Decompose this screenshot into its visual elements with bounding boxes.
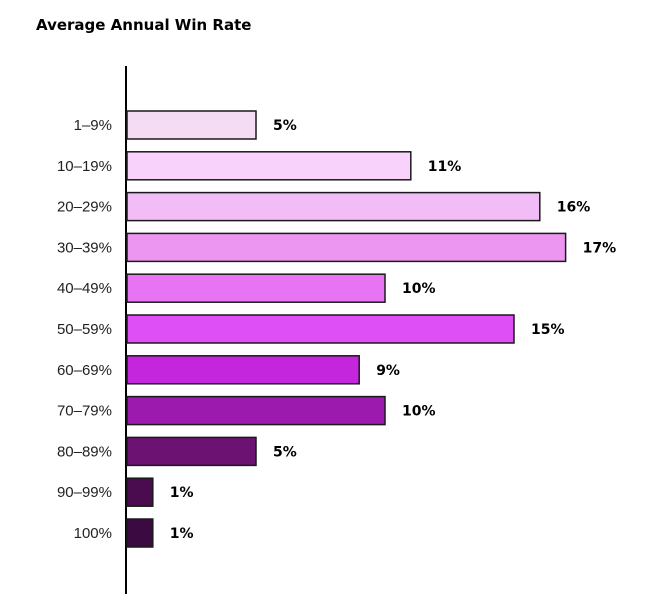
value-label-3: 16% xyxy=(557,200,591,216)
bar-1 xyxy=(126,110,257,140)
value-label-8: 10% xyxy=(402,404,436,420)
value-label-10: 1% xyxy=(170,485,194,501)
category-label-11: 100% xyxy=(74,525,112,542)
category-label-9: 80–89% xyxy=(57,443,112,460)
value-label-6: 15% xyxy=(531,322,565,338)
category-label-6: 50–59% xyxy=(57,321,112,338)
value-label-2: 11% xyxy=(428,159,462,175)
category-label-5: 40–49% xyxy=(57,280,112,297)
category-label-10: 90–99% xyxy=(57,484,112,501)
bar-6 xyxy=(126,314,515,344)
bar-7 xyxy=(126,355,360,385)
category-label-7: 60–69% xyxy=(57,362,112,379)
bar-5 xyxy=(126,273,386,303)
category-label-3: 20–29% xyxy=(57,199,112,216)
bar-11 xyxy=(126,518,154,548)
category-label-2: 10–19% xyxy=(57,158,112,175)
value-label-7: 9% xyxy=(376,363,400,379)
value-label-1: 5% xyxy=(273,118,297,134)
bar-8 xyxy=(126,395,386,426)
category-label-1: 1–9% xyxy=(74,117,112,134)
bar-2 xyxy=(126,151,412,181)
bars-group: 1–9% 5% 10–19% 11% 20–29% 16% 30–39% 17% 40–49% 1… xyxy=(57,110,617,548)
bar-10 xyxy=(126,477,154,507)
value-label-11: 1% xyxy=(170,526,194,542)
bar-9 xyxy=(126,436,257,467)
bar-3 xyxy=(126,191,541,222)
bar-4 xyxy=(126,232,567,263)
chart-title: Average Annual Win Rate xyxy=(36,16,252,34)
value-label-4: 17% xyxy=(583,240,617,256)
category-label-8: 70–79% xyxy=(57,403,112,420)
value-label-9: 5% xyxy=(273,444,297,460)
category-label-4: 30–39% xyxy=(57,239,112,256)
value-label-5: 10% xyxy=(402,281,436,297)
